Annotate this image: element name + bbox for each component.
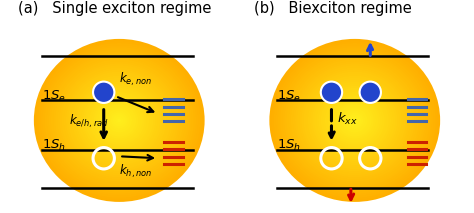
Ellipse shape — [314, 82, 395, 159]
Ellipse shape — [113, 114, 126, 127]
Ellipse shape — [117, 118, 121, 122]
Ellipse shape — [62, 65, 177, 176]
Ellipse shape — [102, 104, 137, 137]
Ellipse shape — [316, 84, 393, 157]
Ellipse shape — [342, 108, 367, 133]
Ellipse shape — [111, 112, 128, 129]
Ellipse shape — [327, 94, 383, 147]
Ellipse shape — [45, 49, 194, 192]
Text: (a)   Single exciton regime: (a) Single exciton regime — [18, 1, 212, 16]
Ellipse shape — [329, 96, 380, 145]
Ellipse shape — [272, 41, 438, 200]
Ellipse shape — [115, 116, 124, 124]
Ellipse shape — [42, 47, 196, 194]
Ellipse shape — [49, 53, 190, 188]
Ellipse shape — [72, 76, 166, 165]
Ellipse shape — [336, 102, 374, 139]
Ellipse shape — [280, 49, 429, 192]
Ellipse shape — [66, 69, 173, 171]
Ellipse shape — [94, 96, 145, 145]
Circle shape — [321, 82, 342, 103]
Ellipse shape — [53, 57, 185, 184]
Ellipse shape — [297, 65, 412, 176]
Ellipse shape — [38, 43, 201, 198]
Ellipse shape — [320, 88, 389, 153]
Ellipse shape — [59, 63, 179, 177]
Ellipse shape — [51, 55, 188, 186]
Ellipse shape — [350, 116, 359, 124]
Ellipse shape — [340, 106, 370, 135]
Ellipse shape — [278, 47, 432, 194]
Ellipse shape — [293, 61, 417, 180]
Text: $1S_e$: $1S_e$ — [42, 89, 66, 104]
Ellipse shape — [109, 110, 130, 131]
Ellipse shape — [76, 80, 162, 161]
Ellipse shape — [331, 98, 378, 143]
Ellipse shape — [57, 61, 181, 180]
Ellipse shape — [70, 73, 168, 167]
Ellipse shape — [104, 106, 134, 135]
Ellipse shape — [319, 86, 391, 155]
Ellipse shape — [301, 69, 408, 171]
Ellipse shape — [46, 51, 192, 190]
Text: $k_{e/h,rad}$: $k_{e/h,rad}$ — [69, 112, 109, 129]
Ellipse shape — [100, 102, 138, 139]
Ellipse shape — [273, 43, 436, 198]
Ellipse shape — [55, 59, 183, 181]
Ellipse shape — [333, 100, 376, 141]
Ellipse shape — [344, 110, 365, 131]
Ellipse shape — [337, 104, 372, 137]
Ellipse shape — [325, 92, 384, 149]
Text: $1S_h$: $1S_h$ — [277, 138, 301, 153]
Ellipse shape — [98, 100, 141, 141]
Ellipse shape — [91, 94, 147, 147]
Ellipse shape — [34, 39, 205, 202]
Ellipse shape — [83, 86, 155, 155]
Ellipse shape — [353, 118, 357, 122]
Ellipse shape — [323, 90, 387, 151]
Ellipse shape — [81, 84, 158, 157]
Ellipse shape — [284, 53, 425, 188]
Ellipse shape — [68, 72, 171, 169]
Ellipse shape — [90, 92, 149, 149]
Text: $1S_h$: $1S_h$ — [42, 138, 66, 153]
Ellipse shape — [348, 114, 361, 127]
Ellipse shape — [308, 76, 402, 165]
Ellipse shape — [64, 68, 175, 173]
Ellipse shape — [36, 41, 202, 200]
Circle shape — [360, 82, 381, 103]
Text: $k_{xx}$: $k_{xx}$ — [337, 111, 358, 128]
Ellipse shape — [303, 72, 406, 169]
Ellipse shape — [282, 51, 428, 190]
Ellipse shape — [312, 80, 398, 161]
Ellipse shape — [299, 68, 410, 173]
Ellipse shape — [310, 78, 400, 163]
Ellipse shape — [276, 45, 434, 196]
Text: $k_{e,non}$: $k_{e,non}$ — [119, 71, 152, 88]
Ellipse shape — [40, 45, 198, 196]
Ellipse shape — [286, 55, 423, 186]
Ellipse shape — [107, 108, 132, 133]
Text: $k_{h,non}$: $k_{h,non}$ — [119, 162, 153, 180]
Ellipse shape — [85, 88, 154, 153]
Ellipse shape — [79, 82, 160, 159]
Ellipse shape — [96, 98, 143, 143]
Ellipse shape — [346, 112, 363, 129]
Circle shape — [93, 82, 114, 103]
Ellipse shape — [87, 90, 151, 151]
Ellipse shape — [306, 73, 404, 167]
Ellipse shape — [295, 63, 415, 177]
Ellipse shape — [74, 78, 164, 163]
Text: $1S_e$: $1S_e$ — [277, 89, 301, 104]
Ellipse shape — [291, 59, 419, 181]
Text: (b)   Biexciton regime: (b) Biexciton regime — [254, 1, 411, 16]
Ellipse shape — [269, 39, 440, 202]
Ellipse shape — [289, 57, 421, 184]
